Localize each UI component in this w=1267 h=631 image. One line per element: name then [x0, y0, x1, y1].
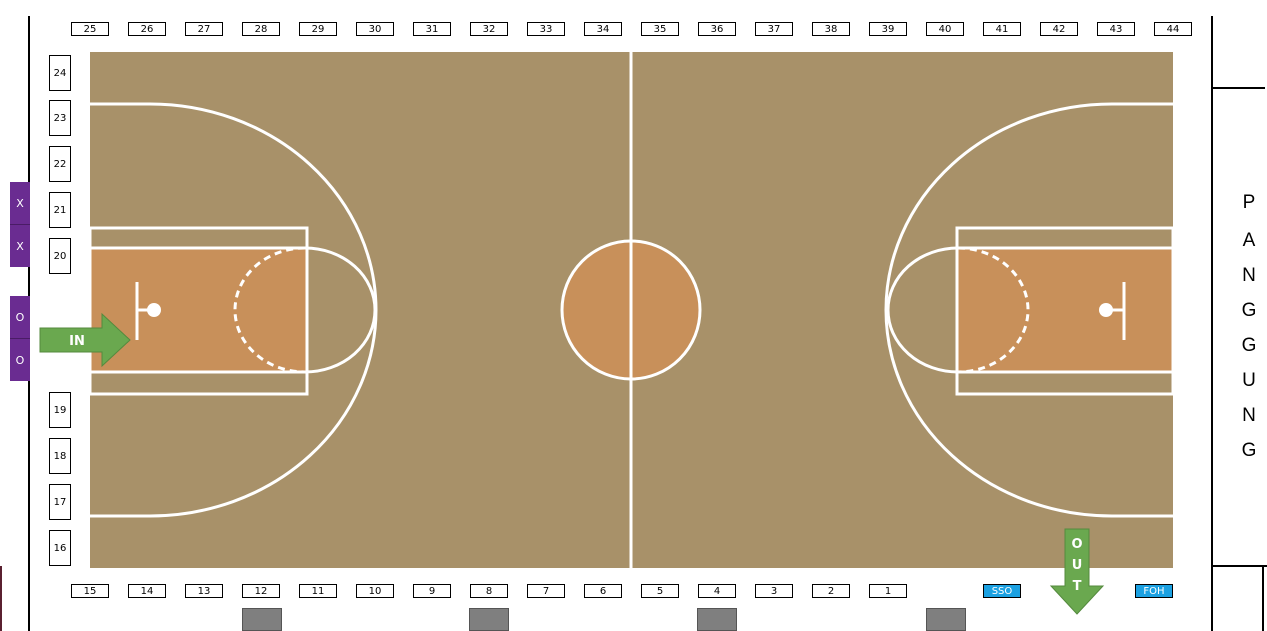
booth-bottom[interactable]: 8 — [470, 584, 508, 598]
right-three-point-line — [884, 102, 1173, 518]
booth-bottom[interactable]: 15 — [71, 584, 109, 598]
stage-top-line — [1211, 87, 1265, 89]
right-wall — [1211, 16, 1213, 631]
gray-block — [242, 608, 282, 631]
booth-bottom[interactable]: 3 — [755, 584, 793, 598]
booth-top[interactable]: 38 — [812, 22, 850, 36]
booth-bottom[interactable]: 9 — [413, 584, 451, 598]
side-marker-o: O — [10, 296, 30, 339]
booth-top[interactable]: 30 — [356, 22, 394, 36]
booth-top[interactable]: 27 — [185, 22, 223, 36]
booth-bottom[interactable]: 7 — [527, 584, 565, 598]
booth-left[interactable]: 22 — [49, 146, 71, 182]
booth-top[interactable]: 37 — [755, 22, 793, 36]
right-hoop — [1099, 303, 1113, 317]
right-key — [955, 226, 1175, 396]
booth-left[interactable]: 21 — [49, 192, 71, 228]
booth-bottom[interactable]: 11 — [299, 584, 337, 598]
booth-top[interactable]: 29 — [299, 22, 337, 36]
booth-top[interactable]: 28 — [242, 22, 280, 36]
booth-top[interactable]: 42 — [1040, 22, 1078, 36]
in-arrow-label: IN — [69, 334, 85, 349]
stage-letter: N — [1242, 405, 1256, 426]
booth-top[interactable]: 40 — [926, 22, 964, 36]
booth-top[interactable]: 36 — [698, 22, 736, 36]
side-marker-x: X — [10, 225, 30, 267]
gray-block — [697, 608, 737, 631]
booth-sso[interactable]: SSO — [983, 584, 1021, 598]
out-letter-o: O — [1071, 537, 1082, 552]
booth-top[interactable]: 41 — [983, 22, 1021, 36]
booth-top[interactable]: 26 — [128, 22, 166, 36]
booth-top[interactable]: 34 — [584, 22, 622, 36]
booth-bottom[interactable]: 2 — [812, 584, 850, 598]
booth-left[interactable]: 16 — [49, 530, 71, 566]
stage-right-line — [1262, 565, 1264, 631]
booth-bottom[interactable]: 1 — [869, 584, 907, 598]
booth-top[interactable]: 32 — [470, 22, 508, 36]
booth-left[interactable]: 17 — [49, 484, 71, 520]
stage-bottom-line — [1211, 565, 1267, 567]
booth-top[interactable]: 25 — [71, 22, 109, 36]
gray-block — [926, 608, 966, 631]
booth-left[interactable]: 18 — [49, 438, 71, 474]
right-paint — [957, 248, 1173, 372]
gray-block — [469, 608, 509, 631]
booth-bottom[interactable]: 5 — [641, 584, 679, 598]
booth-top[interactable]: 39 — [869, 22, 907, 36]
booth-top[interactable]: 43 — [1097, 22, 1135, 36]
booth-top[interactable]: 44 — [1154, 22, 1192, 36]
booth-top[interactable]: 35 — [641, 22, 679, 36]
left-edge-line — [0, 566, 2, 631]
left-free-throw-arc — [304, 246, 377, 374]
booth-left[interactable]: 24 — [49, 55, 71, 91]
booth-top[interactable]: 31 — [413, 22, 451, 36]
booth-bottom[interactable]: 14 — [128, 584, 166, 598]
stage-letter: G — [1241, 300, 1257, 321]
booth-left[interactable]: 23 — [49, 100, 71, 136]
stage-letter: A — [1242, 230, 1256, 251]
booth-bottom[interactable]: 12 — [242, 584, 280, 598]
booth-bottom[interactable]: 4 — [698, 584, 736, 598]
left-hoop — [147, 303, 161, 317]
booth-top[interactable]: 33 — [527, 22, 565, 36]
booth-bottom[interactable]: 10 — [356, 584, 394, 598]
right-free-throw-arc — [886, 246, 959, 374]
booth-left[interactable]: 19 — [49, 392, 71, 428]
in-arrow — [39, 312, 131, 368]
out-letter-u: U — [1072, 558, 1083, 573]
out-arrow — [1049, 528, 1105, 615]
booth-bottom[interactable]: 6 — [584, 584, 622, 598]
left-paint — [91, 248, 307, 372]
out-letter-t: T — [1073, 579, 1082, 594]
booth-left[interactable]: 20 — [49, 238, 71, 274]
stage-letter: P — [1242, 192, 1256, 213]
side-marker-o: O — [10, 339, 30, 381]
stage-letter: G — [1241, 335, 1257, 356]
booth-foh[interactable]: FOH — [1135, 584, 1173, 598]
stage-letter: U — [1242, 370, 1256, 391]
booth-bottom[interactable]: 13 — [185, 584, 223, 598]
stage-letter: N — [1242, 265, 1256, 286]
stage-letter: G — [1241, 440, 1257, 461]
left-key — [88, 226, 309, 396]
side-marker-x: X — [10, 182, 30, 225]
